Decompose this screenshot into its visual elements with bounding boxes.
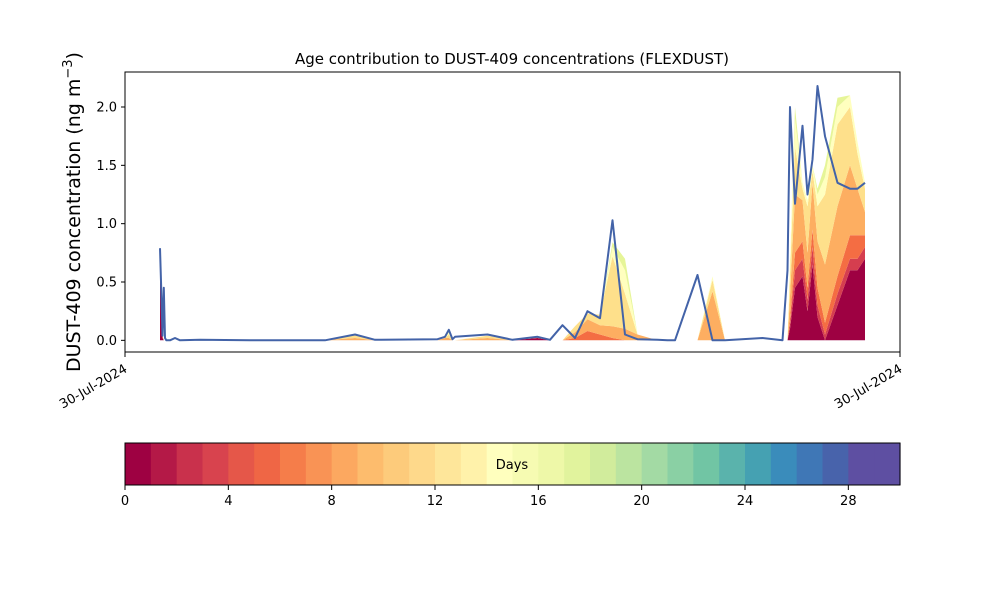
y-tick-label: 0.5 — [96, 276, 117, 291]
colorbar-segment — [796, 443, 824, 485]
colorbar-segment — [641, 443, 669, 485]
colorbar-segment — [280, 443, 307, 485]
area-layer-6 — [160, 95, 865, 341]
colorbar-segment — [357, 443, 384, 485]
colorbar-segment — [564, 443, 591, 485]
colorbar-segment — [770, 443, 798, 485]
colorbar-tick-label: 16 — [530, 494, 547, 509]
colorbar-tick-label: 4 — [224, 494, 232, 509]
x-axis-ticks: 30-Jul-2024 30-Jul-2024 — [57, 352, 905, 412]
y-axis-label-close: ) — [63, 52, 85, 59]
colorbar-segment — [848, 443, 875, 485]
colorbar-segment — [383, 443, 410, 485]
total-concentration-line — [159, 85, 866, 342]
colorbar-segment — [176, 443, 204, 485]
colorbar-tick-label: 20 — [633, 494, 650, 509]
colorbar-segment — [667, 443, 694, 485]
colorbar — [125, 443, 901, 485]
total-line-group — [159, 85, 866, 342]
colorbar-tick-label: 28 — [840, 494, 857, 509]
colorbar-segment — [538, 443, 565, 485]
y-axis-label-text: DUST-409 concentration (ng m — [63, 79, 85, 372]
colorbar-segment — [615, 443, 643, 485]
x-tick-label: 30-Jul-2024 — [832, 362, 905, 413]
colorbar-label: Days — [496, 458, 529, 473]
colorbar-segment — [693, 443, 720, 485]
colorbar-segment — [874, 443, 901, 485]
colorbar-tick-label: 0 — [121, 494, 129, 509]
colorbar-segment — [228, 443, 255, 485]
area-layer-5 — [160, 95, 865, 341]
colorbar-tick-label: 12 — [427, 494, 444, 509]
colorbar-segment — [409, 443, 436, 485]
stacked-area-layers — [160, 95, 865, 341]
colorbar-frame — [124, 442, 901, 486]
colorbar-segment — [202, 443, 229, 485]
colorbar-segment — [435, 443, 462, 485]
area-layer-2 — [160, 229, 865, 341]
colorbar-segment — [254, 443, 281, 485]
y-tick-label: 2.0 — [96, 101, 117, 116]
plot-frame — [124, 71, 901, 353]
colorbar-segment — [822, 443, 849, 485]
y-tick-label: 1.5 — [96, 159, 117, 174]
colorbar-segment — [460, 443, 488, 485]
area-layer-3 — [160, 165, 865, 341]
area-layer-0 — [160, 258, 865, 341]
colorbar-segment — [719, 443, 746, 485]
y-tick-label: 1.0 — [96, 217, 117, 232]
y-tick-label: 0.0 — [96, 334, 117, 349]
colorbar-segment — [331, 443, 359, 485]
y-axis-label-superscript: −3 — [61, 59, 76, 78]
y-axis-label: DUST-409 concentration (ng m−3) — [61, 52, 85, 372]
colorbar-segment — [150, 443, 178, 485]
area-layer-1 — [160, 247, 865, 341]
colorbar-segment — [125, 443, 152, 485]
area-layer-4 — [160, 107, 865, 341]
y-axis-ticks: 0.0 0.5 1.0 1.5 2.0 — [96, 101, 125, 349]
colorbar-tick-label: 8 — [328, 494, 336, 509]
colorbar-ticks: 0 4 8 12 16 20 24 28 — [121, 485, 857, 509]
colorbar-segment — [486, 443, 514, 485]
colorbar-segment — [745, 443, 772, 485]
colorbar-segment — [512, 443, 539, 485]
colorbar-segment — [590, 443, 617, 485]
colorbar-segment — [305, 443, 333, 485]
colorbar-tick-label: 24 — [737, 494, 754, 509]
chart-title: Age contribution to DUST-409 concentrati… — [295, 50, 729, 68]
